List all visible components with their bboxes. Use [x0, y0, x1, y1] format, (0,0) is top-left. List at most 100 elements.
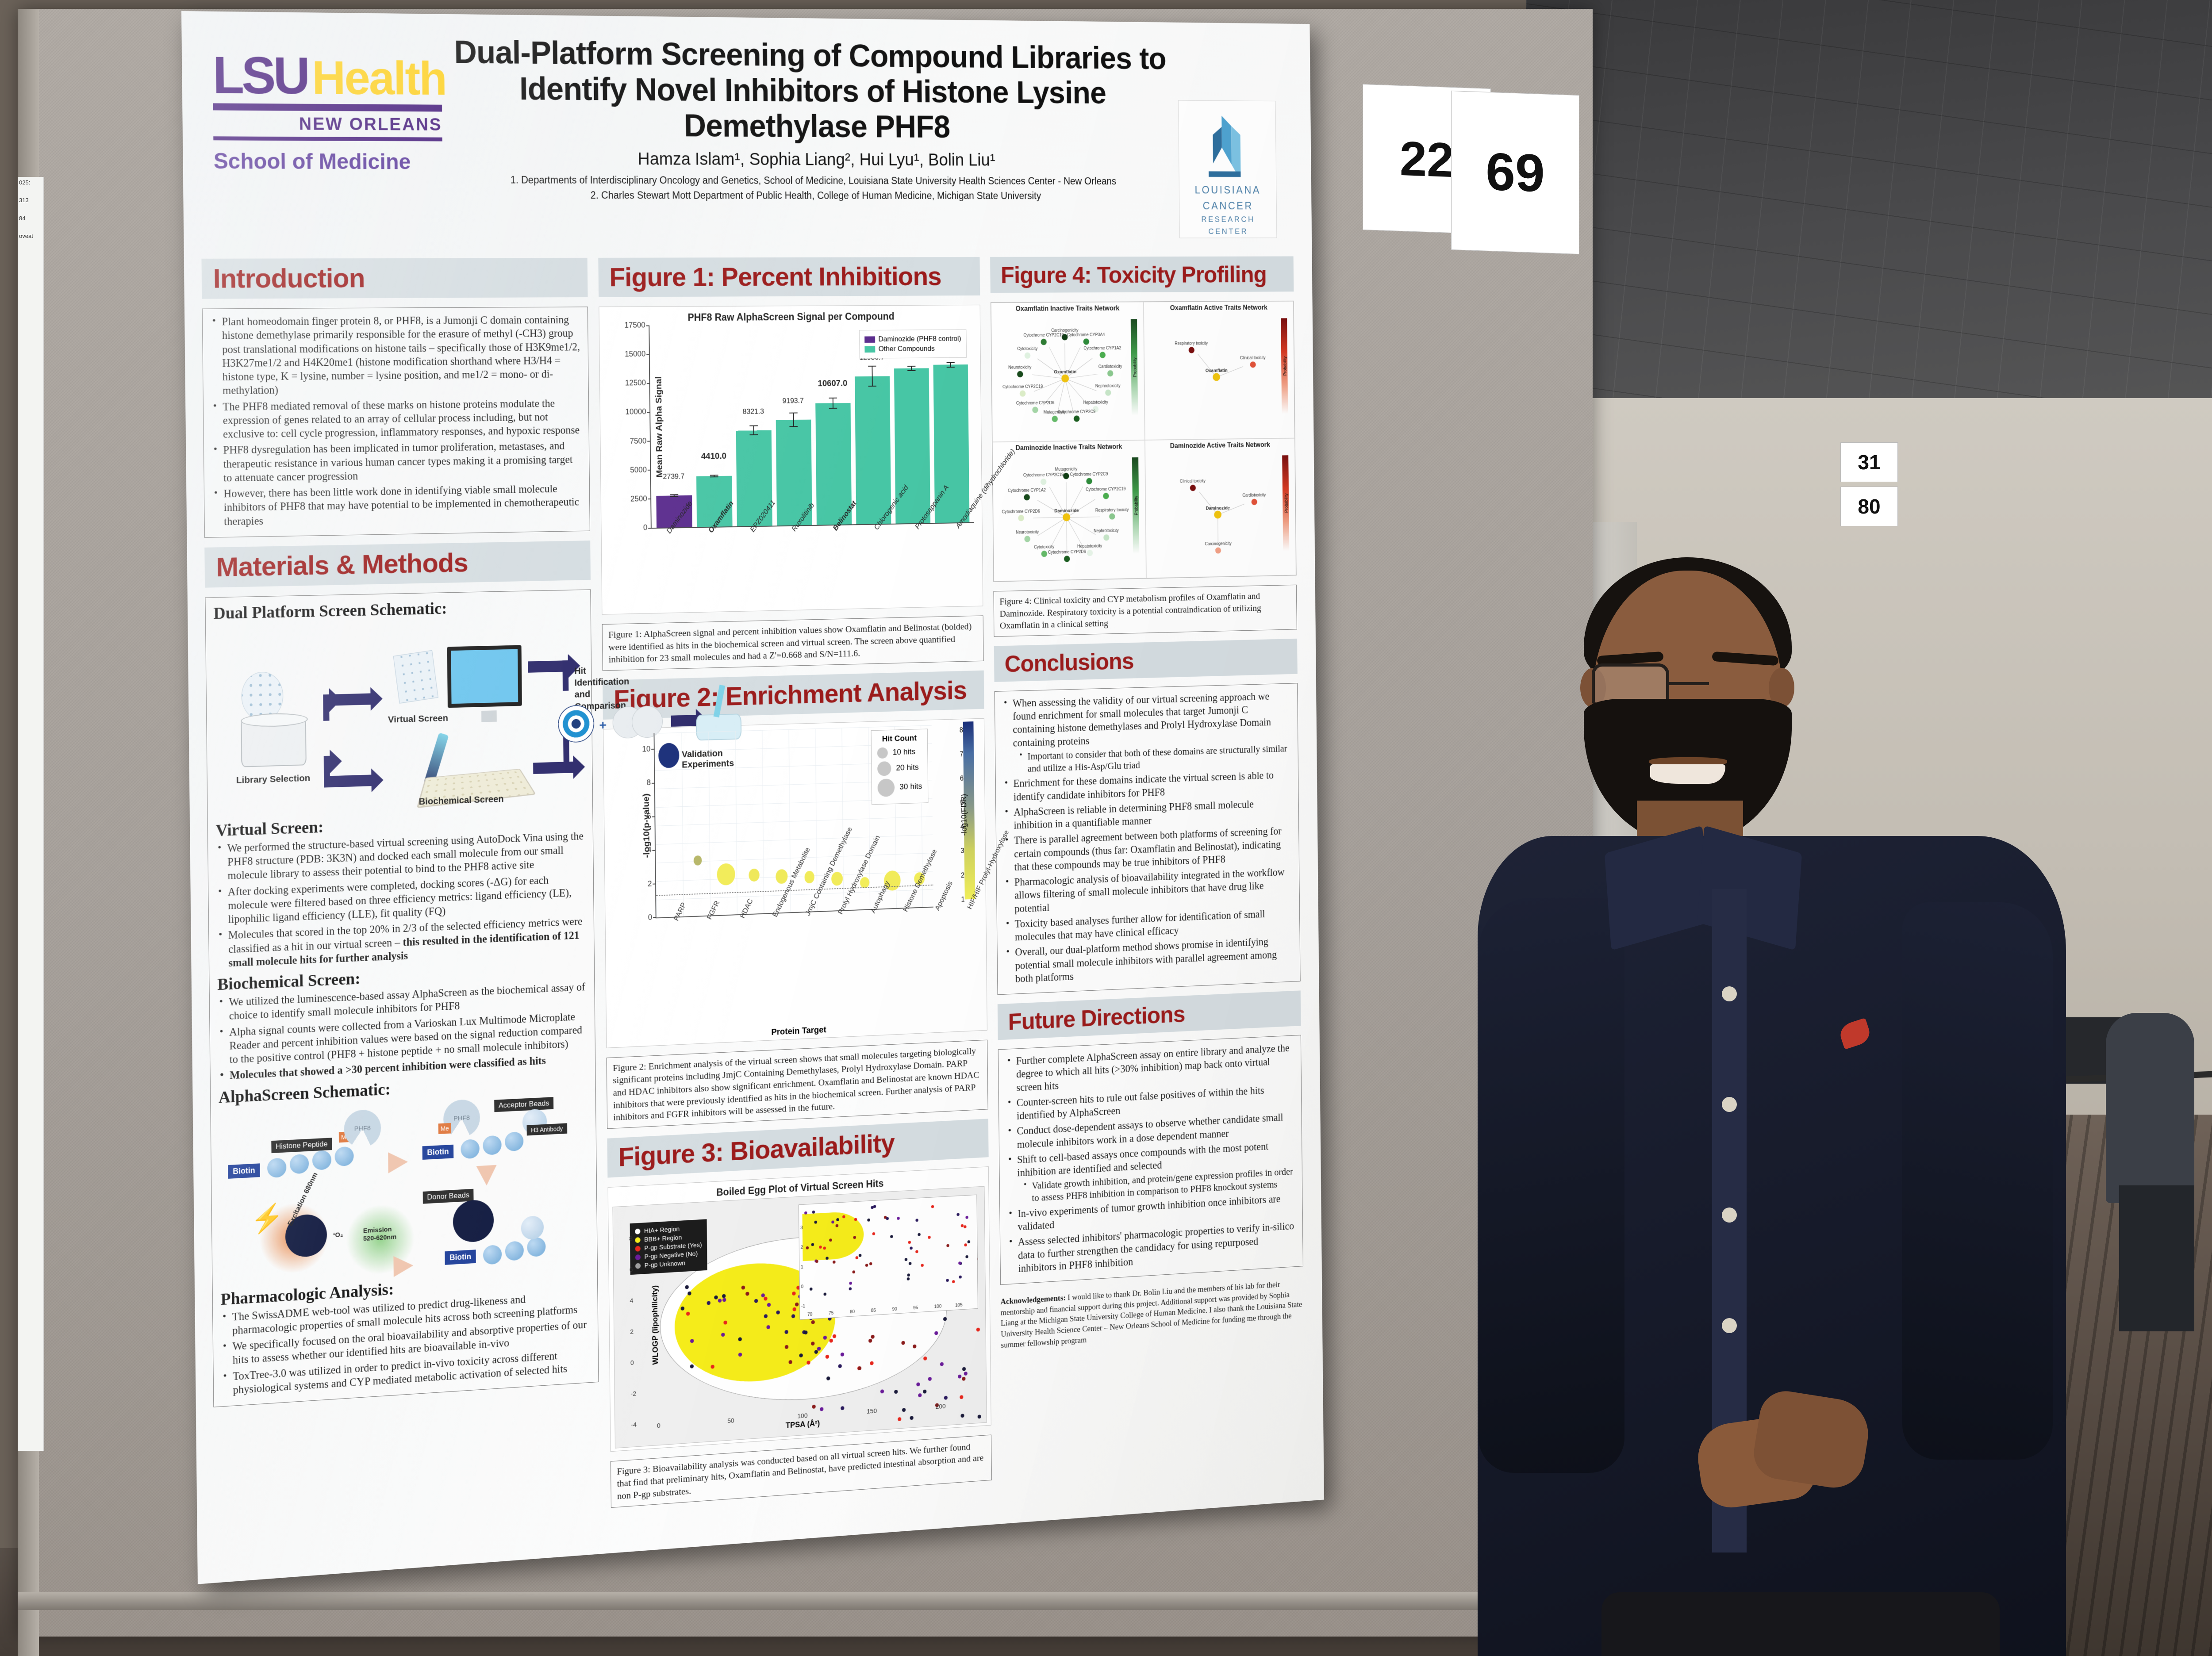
- y-tick-label: 4: [630, 1297, 634, 1305]
- x-tick-label: 50: [727, 1417, 734, 1425]
- network-node: [1041, 339, 1047, 345]
- lcrc-line-1: LOUISIANA: [1194, 184, 1261, 196]
- data-point: [832, 1334, 837, 1338]
- label-biotin: Biotin: [422, 1144, 454, 1160]
- y-tick-label: 0: [626, 913, 653, 923]
- data-point: [915, 1250, 918, 1254]
- data-point: [952, 1280, 955, 1284]
- inset-y-tick: 1: [800, 1264, 803, 1270]
- network-node: [1099, 351, 1106, 358]
- affiliation-1: 1. Departments of Interdisciplinary Onco…: [510, 174, 1117, 187]
- x-tick-label: 0: [657, 1422, 661, 1430]
- colorbar-label: Probability: [1133, 357, 1138, 377]
- figure2-heading: Figure 2: Enrichment Analysis: [613, 675, 967, 715]
- future-directions-box: Further complete AlphaScreen assay on en…: [998, 1035, 1303, 1285]
- inset-x-tick: 90: [892, 1306, 897, 1312]
- figure3-zoom-inset: 70 75 80 85 90 95 100 105 -1 0 1 2 3: [798, 1194, 978, 1320]
- colorbar-tick: 8: [959, 727, 964, 734]
- network-edge: [1057, 379, 1066, 414]
- network-node-label: Cytochrome CYP2C19: [1023, 333, 1064, 338]
- schematic-label-hit-id: Hit Identification and Comparison: [574, 666, 630, 712]
- network-node-label: Neurotoxicity: [1015, 529, 1039, 535]
- network-node: [1017, 371, 1023, 377]
- data-point: [918, 1393, 922, 1398]
- network-node: [1250, 361, 1256, 368]
- data-point: [890, 1234, 893, 1238]
- figure2-caption: Figure 2: Enrichment analysis of the vir…: [606, 1039, 988, 1129]
- figure4-caption: Figure 4: Clinical toxicity and CYP meta…: [993, 584, 1297, 637]
- legend-title: Hit Count: [882, 733, 917, 744]
- acknowledgements-text: I would like to thank Dr. Bolin Liu and …: [1000, 1280, 1302, 1350]
- error-bar: [673, 494, 675, 497]
- section-header-introduction: Introduction: [201, 257, 588, 299]
- error-bar: [910, 365, 912, 371]
- data-point: [776, 1310, 780, 1315]
- section-header-figure4: Figure 4: Toxicity Profiling: [990, 256, 1294, 293]
- network-node: [1107, 370, 1114, 376]
- data-point: [823, 1292, 826, 1296]
- label-phf8-protein: PHF8: [344, 1108, 381, 1149]
- bar-value-label: 9193.7: [782, 396, 804, 405]
- data-point: [767, 1303, 771, 1307]
- data-point: [795, 1302, 799, 1307]
- dual-platform-schematic-diagram: Library Selection Virtual Screen Biochem…: [214, 618, 742, 816]
- data-point: [904, 1258, 908, 1261]
- network-node: [1024, 535, 1031, 542]
- conclusions-heading: Conclusions: [1004, 647, 1134, 677]
- network-node-label: Respiratory toxicity: [1095, 507, 1129, 513]
- figure3-heading: Figure 3: Bioavailability: [618, 1128, 895, 1173]
- lsu-wordmark: LSU: [212, 46, 308, 105]
- network-title: Oxamflatin Active Traits Network: [1170, 304, 1267, 312]
- list-item: When assessing the validity of our virtu…: [1002, 690, 1291, 776]
- database-cylinder-icon: [241, 717, 307, 767]
- network-edge: [1217, 515, 1219, 545]
- error-bar: [753, 425, 754, 435]
- data-point: [832, 1261, 836, 1264]
- schematic-label-library: Library Selection: [236, 773, 311, 786]
- data-point: [812, 1404, 816, 1409]
- network-title: Daminozide Inactive Traits Network: [1015, 443, 1122, 452]
- network-node: [1032, 406, 1039, 413]
- y-tick-label: 6: [625, 812, 651, 821]
- figure4-network-grid: Oxamflatin Inactive Traits Network Carci…: [991, 300, 1297, 582]
- lcrc-building-icon: [1208, 115, 1241, 177]
- figure3-y-axis-label: WLOGP (lipophilicity): [650, 1285, 660, 1365]
- network-node: [1024, 352, 1031, 359]
- data-bubble: [804, 871, 815, 884]
- biochemical-screen-list: We utilized the luminescence-based assay…: [218, 980, 588, 1083]
- person-legs: [2119, 1185, 2194, 1331]
- data-point: [963, 1225, 967, 1229]
- data-point: [872, 1232, 876, 1235]
- figure1-caption: Figure 1: AlphaScreen signal and percent…: [602, 615, 984, 671]
- bar-group: 8321.3: [735, 326, 772, 526]
- figure1-x-tick-labels: Daminozide Oxamflatin EPZ020411 Ruxolitinib…: [651, 448, 1017, 610]
- network-node: [1019, 390, 1026, 397]
- colorbar-label: Probability: [1283, 356, 1288, 376]
- board-frame: [18, 1592, 1593, 1610]
- data-point: [915, 1218, 919, 1222]
- data-point: [849, 1287, 852, 1290]
- data-point: [810, 1341, 815, 1346]
- legend-entry: Daminozide (PHF8 control): [864, 334, 961, 344]
- network-node-label: Cytochrome CYP2C19: [1086, 487, 1126, 492]
- y-tick-label: 2500: [621, 494, 647, 503]
- network-center-label: Daminozide: [1206, 505, 1230, 511]
- virtual-screen-plate-icon: [393, 650, 438, 704]
- section-header-future: Future Directions: [997, 990, 1301, 1040]
- data-point: [902, 1408, 906, 1412]
- materials-heading: Materials & Methods: [216, 547, 468, 583]
- data-point: [826, 1376, 830, 1380]
- bar-value-label: 8321.3: [742, 407, 764, 416]
- legend-entry: 20 hits: [877, 760, 922, 776]
- data-point: [849, 1281, 852, 1285]
- data-point: [907, 1273, 910, 1277]
- network-node: [1086, 478, 1092, 485]
- inset-x-tick: 100: [934, 1303, 942, 1309]
- wall-sign-80: 80: [1840, 487, 1898, 526]
- data-point: [766, 1325, 770, 1329]
- data-point: [962, 1367, 966, 1372]
- data-point: [811, 1320, 815, 1324]
- figure1-chart: PHF8 Raw AlphaScreen Signal per Compound…: [599, 305, 1017, 615]
- data-point: [852, 1270, 855, 1274]
- network-node-label: Cytotoxicity: [1034, 544, 1055, 550]
